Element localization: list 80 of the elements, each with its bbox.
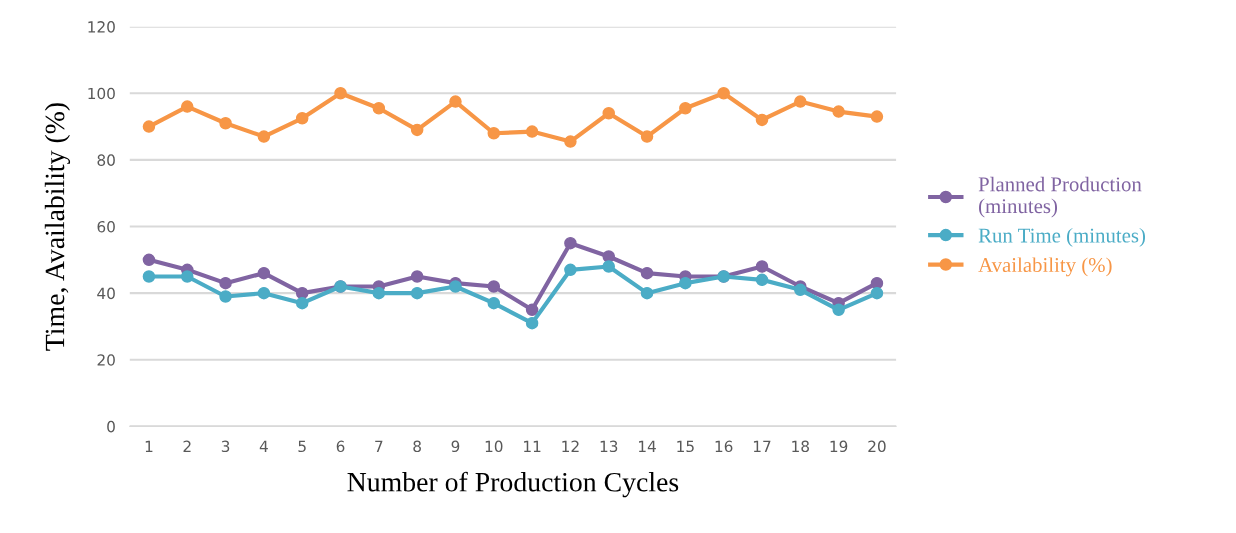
point xyxy=(564,236,577,250)
point xyxy=(564,135,577,148)
point xyxy=(142,120,156,133)
point xyxy=(181,100,194,113)
point xyxy=(602,107,615,120)
x-tick-label: 9 xyxy=(451,440,460,453)
point xyxy=(640,130,654,143)
point xyxy=(755,273,769,287)
point xyxy=(219,290,232,303)
point xyxy=(487,280,501,293)
x-tick-label: 20 xyxy=(868,440,886,453)
point xyxy=(487,126,501,140)
point xyxy=(142,270,156,283)
point xyxy=(257,130,271,143)
point xyxy=(295,112,309,125)
legend-label: Run Time (minutes) xyxy=(978,227,1146,247)
point xyxy=(219,117,232,130)
point xyxy=(832,303,845,317)
x-tick-label: 12 xyxy=(562,440,579,452)
point xyxy=(372,102,386,115)
x-tick-label: 5 xyxy=(298,440,306,453)
x-tick-label: 18 xyxy=(792,440,809,453)
point xyxy=(142,253,156,267)
x-tick-label: 16 xyxy=(715,440,733,453)
point xyxy=(410,270,424,283)
x-tick-label: 2 xyxy=(183,440,191,452)
point xyxy=(410,286,424,300)
point xyxy=(295,296,309,310)
y-tick-label: 100 xyxy=(88,87,115,100)
point xyxy=(870,276,884,290)
point xyxy=(640,286,654,300)
point xyxy=(640,266,654,280)
legend-label: Planned Production (minutes) xyxy=(978,176,1142,218)
x-tick-label: 11 xyxy=(524,440,541,452)
point xyxy=(564,263,577,277)
y-axis-title: Time, Availability (%) xyxy=(44,103,71,351)
y-tick-label: 0 xyxy=(107,420,115,433)
x-tick-label: 1 xyxy=(145,440,153,452)
x-tick-label: 3 xyxy=(221,440,230,453)
point xyxy=(487,296,501,310)
point xyxy=(755,113,769,127)
point xyxy=(257,286,271,300)
x-tick-label: 6 xyxy=(336,440,345,453)
y-tick-label: 20 xyxy=(97,354,115,366)
point xyxy=(755,260,769,273)
point xyxy=(219,276,232,290)
x-tick-label: 7 xyxy=(375,440,383,452)
point xyxy=(870,110,884,123)
point xyxy=(870,286,884,300)
point xyxy=(410,123,424,137)
x-tick-label: 17 xyxy=(753,440,771,452)
x-tick-label: 10 xyxy=(485,440,503,453)
y-tick-label: 60 xyxy=(97,220,115,233)
x-tick-label: 8 xyxy=(413,440,421,453)
point xyxy=(717,87,730,100)
point xyxy=(334,87,347,100)
point xyxy=(449,95,462,108)
x-tick-label: 13 xyxy=(600,440,618,453)
point xyxy=(794,283,807,297)
point xyxy=(525,316,539,330)
y-tick-label: 120 xyxy=(88,21,115,33)
point xyxy=(257,266,271,280)
point xyxy=(372,286,386,300)
x-tick-label: 15 xyxy=(677,440,694,453)
point xyxy=(449,280,462,293)
legend-label: Availability (%) xyxy=(978,257,1112,277)
point xyxy=(525,125,539,138)
y-tick-label: 40 xyxy=(97,287,115,300)
y-tick-label: 80 xyxy=(97,154,115,166)
x-axis-title: Number of Production Cycles xyxy=(347,471,679,498)
point xyxy=(525,303,539,317)
point xyxy=(679,276,692,290)
point xyxy=(602,260,615,273)
point xyxy=(832,105,845,118)
point xyxy=(679,102,692,115)
x-tick-label: 4 xyxy=(259,440,268,452)
x-tick-label: 19 xyxy=(830,440,848,453)
x-tick-label: 14 xyxy=(639,440,656,452)
point xyxy=(794,95,807,108)
point xyxy=(181,270,194,283)
